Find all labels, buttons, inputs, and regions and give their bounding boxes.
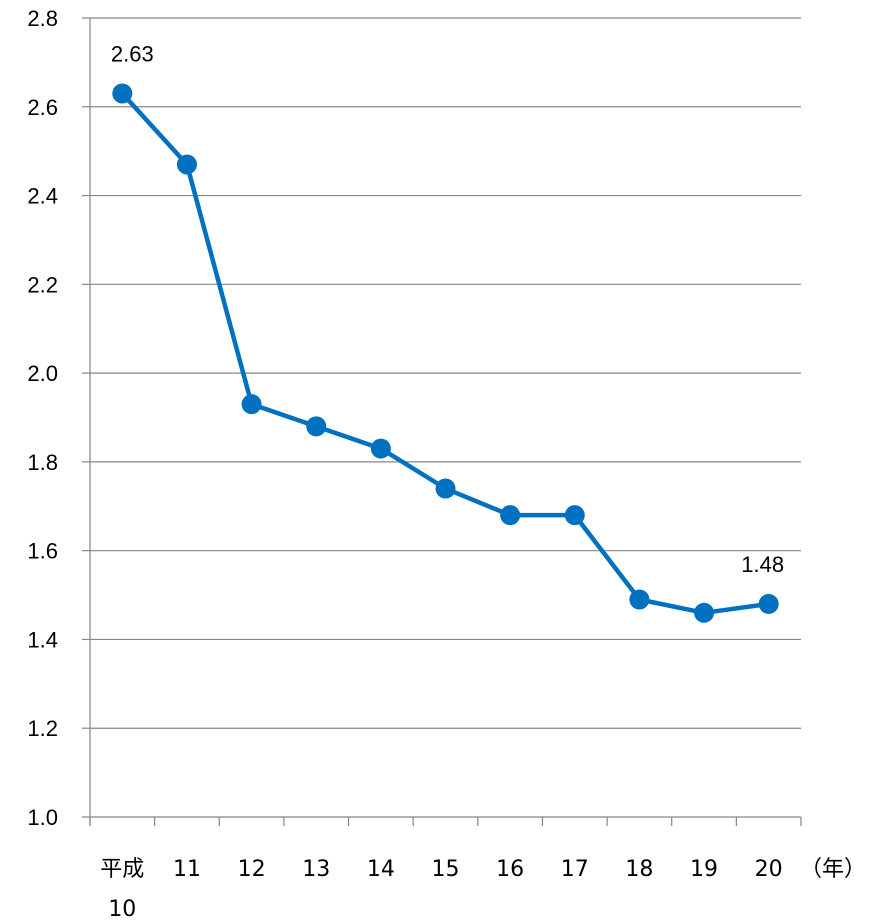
series-line-group (120, 91, 769, 616)
y-tick-label: 1.4 (27, 627, 58, 652)
data-point (241, 394, 262, 415)
y-tick-label: 2.8 (27, 6, 58, 31)
series-line (120, 91, 769, 616)
y-tick-label: 2.2 (27, 272, 58, 297)
y-tick-label: 1.0 (27, 805, 58, 830)
data-point (629, 589, 650, 610)
y-tick-label: 1.2 (27, 716, 58, 741)
data-point (112, 83, 133, 104)
data-label: 1.48 (741, 552, 784, 577)
data-point (564, 505, 585, 526)
x-tick-label: 13 (302, 857, 330, 882)
y-tick-label: 1.8 (27, 450, 58, 475)
x-tick-label: 12 (238, 857, 266, 882)
x-tick-label: 11 (173, 857, 201, 882)
x-tick-label: 20 (755, 857, 783, 882)
y-tick-label: 2.4 (27, 184, 58, 209)
x-tick-label: 16 (496, 857, 524, 882)
data-point (694, 602, 715, 623)
x-tick-label: 15 (432, 857, 460, 882)
data-labels: 2.63 1.48 (111, 41, 784, 576)
data-points (112, 83, 779, 623)
x-tick-label: 14 (367, 857, 395, 882)
gridlines (90, 17, 801, 729)
x-tick-label: 17 (561, 857, 589, 882)
data-point (370, 438, 391, 459)
data-point (176, 154, 197, 175)
y-tick-label: 1.6 (27, 539, 58, 564)
data-point (500, 505, 521, 526)
data-point (306, 416, 327, 437)
data-label: 2.63 (111, 41, 154, 66)
x-tick-labels: 平成 10 11 12 13 14 15 16 17 18 19 20 (100, 857, 782, 922)
x-tick-label: 平成 10 (100, 857, 144, 922)
data-point (435, 478, 456, 499)
x-unit-label: （年） (800, 857, 866, 882)
y-tick-labels: 1.0 1.2 1.4 1.6 1.8 2.0 2.2 2.4 2.6 2.8 (27, 6, 58, 830)
x-tick-label: 18 (625, 857, 653, 882)
data-point (758, 593, 779, 614)
axes (82, 17, 802, 826)
y-tick-label: 2.0 (27, 361, 58, 386)
x-tick-label: 19 (690, 857, 718, 882)
y-tick-label: 2.6 (27, 95, 58, 120)
